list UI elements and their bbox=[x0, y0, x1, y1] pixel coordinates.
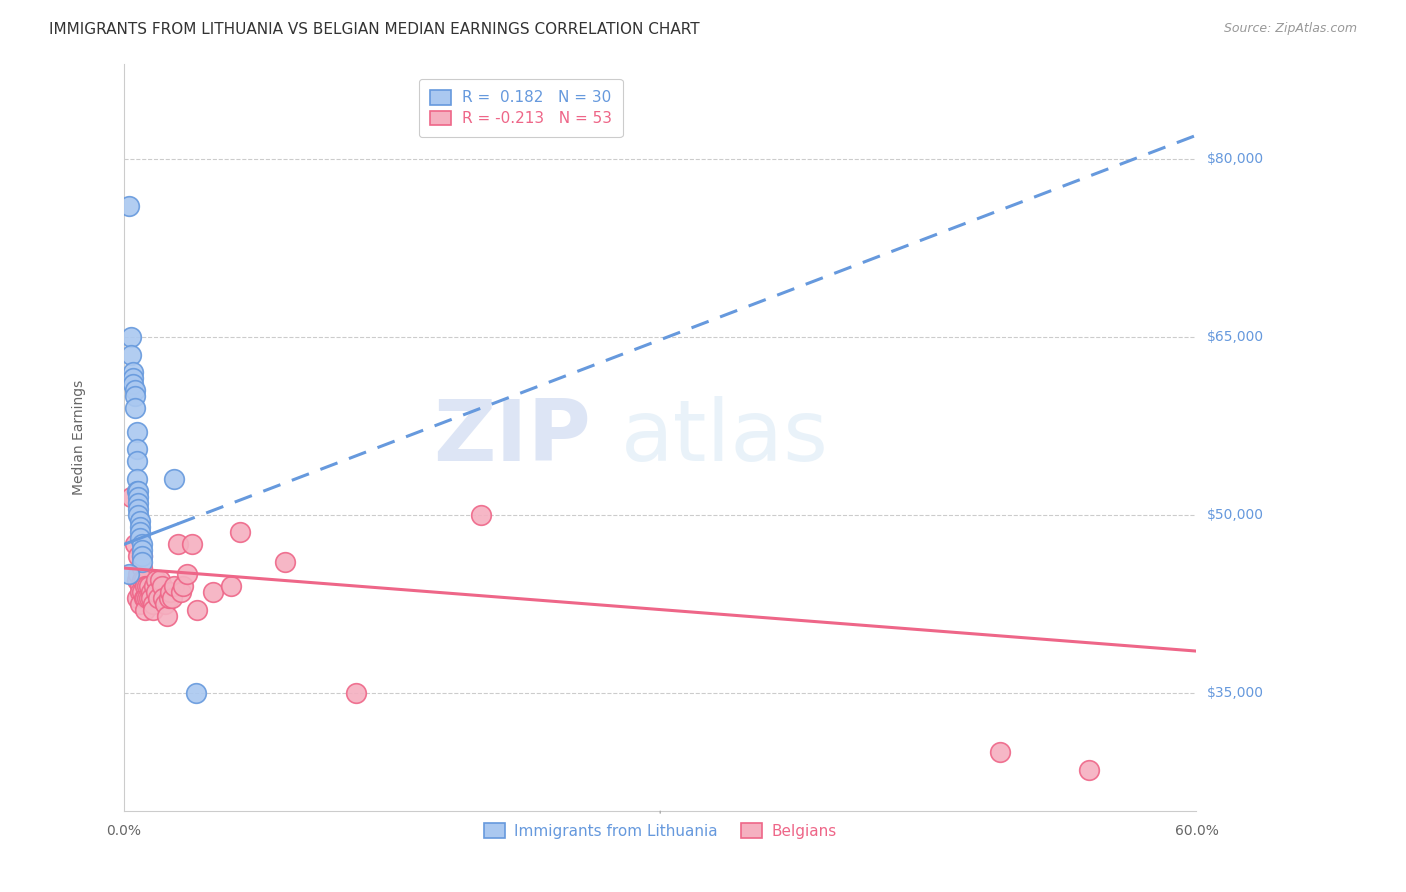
Point bbox=[132, 573, 155, 587]
Text: IMMIGRANTS FROM LITHUANIA VS BELGIAN MEDIAN EARNINGS CORRELATION CHART: IMMIGRANTS FROM LITHUANIA VS BELGIAN MED… bbox=[49, 22, 700, 37]
Text: $35,000: $35,000 bbox=[1208, 686, 1264, 699]
Point bbox=[172, 579, 194, 593]
Point bbox=[136, 591, 159, 605]
Text: Source: ZipAtlas.com: Source: ZipAtlas.com bbox=[1223, 22, 1357, 36]
Point bbox=[125, 425, 148, 439]
Point bbox=[120, 348, 142, 362]
Point bbox=[120, 330, 142, 344]
Point bbox=[127, 508, 149, 522]
Point bbox=[127, 483, 149, 498]
Point bbox=[124, 389, 146, 403]
Point bbox=[153, 597, 176, 611]
Point bbox=[146, 591, 169, 605]
Point bbox=[125, 573, 148, 587]
Text: atlas: atlas bbox=[620, 396, 828, 479]
Point bbox=[127, 566, 149, 581]
Point bbox=[129, 579, 152, 593]
Point bbox=[129, 584, 152, 599]
Point bbox=[124, 383, 146, 397]
Point bbox=[170, 584, 193, 599]
Point bbox=[152, 591, 174, 605]
Point bbox=[159, 584, 181, 599]
Point bbox=[143, 579, 166, 593]
Point bbox=[129, 519, 152, 533]
Point bbox=[176, 566, 198, 581]
Point bbox=[142, 602, 165, 616]
Point bbox=[118, 199, 141, 213]
Text: Median Earnings: Median Earnings bbox=[72, 380, 86, 495]
Point bbox=[120, 490, 142, 504]
Point bbox=[274, 555, 297, 569]
Point bbox=[127, 490, 149, 504]
Point bbox=[124, 401, 146, 415]
Point bbox=[181, 537, 204, 551]
Point bbox=[139, 584, 162, 599]
Point bbox=[127, 501, 149, 516]
Point bbox=[122, 371, 145, 385]
Point bbox=[186, 602, 208, 616]
Point bbox=[125, 591, 148, 605]
Point bbox=[131, 543, 153, 558]
Point bbox=[138, 579, 160, 593]
Point bbox=[988, 745, 1011, 759]
Point bbox=[122, 377, 145, 392]
Point bbox=[125, 454, 148, 468]
Point bbox=[136, 579, 159, 593]
Point bbox=[134, 591, 156, 605]
Point bbox=[118, 566, 141, 581]
Point bbox=[129, 525, 152, 540]
Point bbox=[129, 514, 152, 528]
Point bbox=[162, 591, 184, 605]
Text: ZIP: ZIP bbox=[433, 396, 591, 479]
Point bbox=[132, 591, 155, 605]
Legend: Immigrants from Lithuania, Belgians: Immigrants from Lithuania, Belgians bbox=[478, 817, 842, 845]
Point bbox=[127, 549, 149, 564]
Point bbox=[163, 579, 186, 593]
Point bbox=[131, 555, 153, 569]
Point bbox=[131, 584, 153, 599]
Text: $80,000: $80,000 bbox=[1208, 152, 1264, 166]
Point bbox=[184, 685, 207, 699]
Point bbox=[129, 597, 152, 611]
Point bbox=[156, 608, 179, 623]
Point bbox=[125, 483, 148, 498]
Point bbox=[149, 573, 172, 587]
Point bbox=[125, 442, 148, 457]
Point bbox=[131, 573, 153, 587]
Point bbox=[131, 561, 153, 575]
Point bbox=[134, 579, 156, 593]
Text: $50,000: $50,000 bbox=[1208, 508, 1264, 522]
Point bbox=[145, 584, 167, 599]
Point bbox=[129, 532, 152, 546]
Point bbox=[219, 579, 242, 593]
Point bbox=[125, 472, 148, 486]
Point bbox=[229, 525, 252, 540]
Point bbox=[131, 549, 153, 564]
Point bbox=[344, 685, 367, 699]
Point bbox=[157, 591, 180, 605]
Point bbox=[150, 579, 173, 593]
Point bbox=[166, 537, 188, 551]
Point bbox=[138, 591, 160, 605]
Point bbox=[131, 549, 153, 564]
Point bbox=[145, 573, 167, 587]
Point bbox=[127, 496, 149, 510]
Point bbox=[142, 597, 165, 611]
Point bbox=[1078, 763, 1101, 777]
Text: $65,000: $65,000 bbox=[1208, 330, 1264, 343]
Point bbox=[131, 537, 153, 551]
Point bbox=[134, 602, 156, 616]
Point bbox=[202, 584, 225, 599]
Point bbox=[124, 537, 146, 551]
Point bbox=[470, 508, 492, 522]
Point bbox=[163, 472, 186, 486]
Point bbox=[122, 365, 145, 379]
Point bbox=[139, 591, 162, 605]
